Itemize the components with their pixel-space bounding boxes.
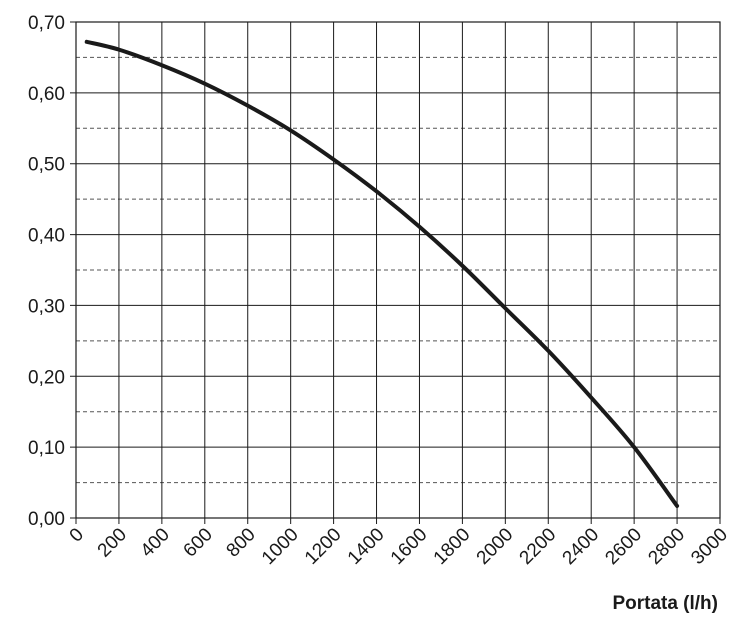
x-tick-label: 2800 — [644, 524, 689, 569]
y-axis-ticks: 0,00 0,10 0,20 0,30 0,40 0,50 0,60 0,70 — [28, 13, 65, 530]
y-tick-label: 0,70 — [28, 13, 65, 34]
x-tick-label: 2200 — [516, 524, 561, 569]
y-tick-label: 0,10 — [28, 438, 65, 459]
x-tick-label: 2000 — [473, 524, 518, 569]
x-axis-label: Portata (l/h) — [612, 593, 718, 614]
plot-border — [75, 21, 721, 519]
x-tick-label: 1400 — [344, 524, 389, 569]
y-tick-label: 0,40 — [28, 226, 65, 247]
x-tick-label: 1000 — [258, 524, 303, 569]
x-tick-label: 2600 — [601, 524, 646, 569]
x-tick-label: 0 — [66, 524, 88, 546]
y-tick-label: 0,00 — [28, 509, 65, 530]
series-layer — [84, 39, 680, 508]
minor-grid — [76, 56, 720, 484]
x-tick-label: 1800 — [430, 524, 475, 569]
y-tick-label: 0,60 — [28, 84, 65, 105]
plot-frame — [75, 21, 721, 519]
x-tick-label: 800 — [223, 524, 260, 561]
x-tick-label: 2400 — [559, 524, 604, 569]
x-tick-label: 200 — [94, 524, 131, 561]
y-tick-label: 0,50 — [28, 155, 65, 176]
y-tick-label: 0,30 — [28, 296, 65, 317]
x-tick-label: 1200 — [301, 524, 346, 569]
x-axis-ticks: 0 200 400 600 800100012001400160018002000220… — [66, 524, 732, 569]
y-tick-label: 0,20 — [28, 367, 65, 388]
x-tick-label: 400 — [137, 524, 174, 561]
x-tick-label: 600 — [180, 524, 217, 561]
major-grid — [70, 21, 721, 524]
x-tick-label: 1600 — [387, 524, 432, 569]
x-tick-label: 3000 — [687, 524, 732, 569]
series-line — [84, 39, 680, 508]
